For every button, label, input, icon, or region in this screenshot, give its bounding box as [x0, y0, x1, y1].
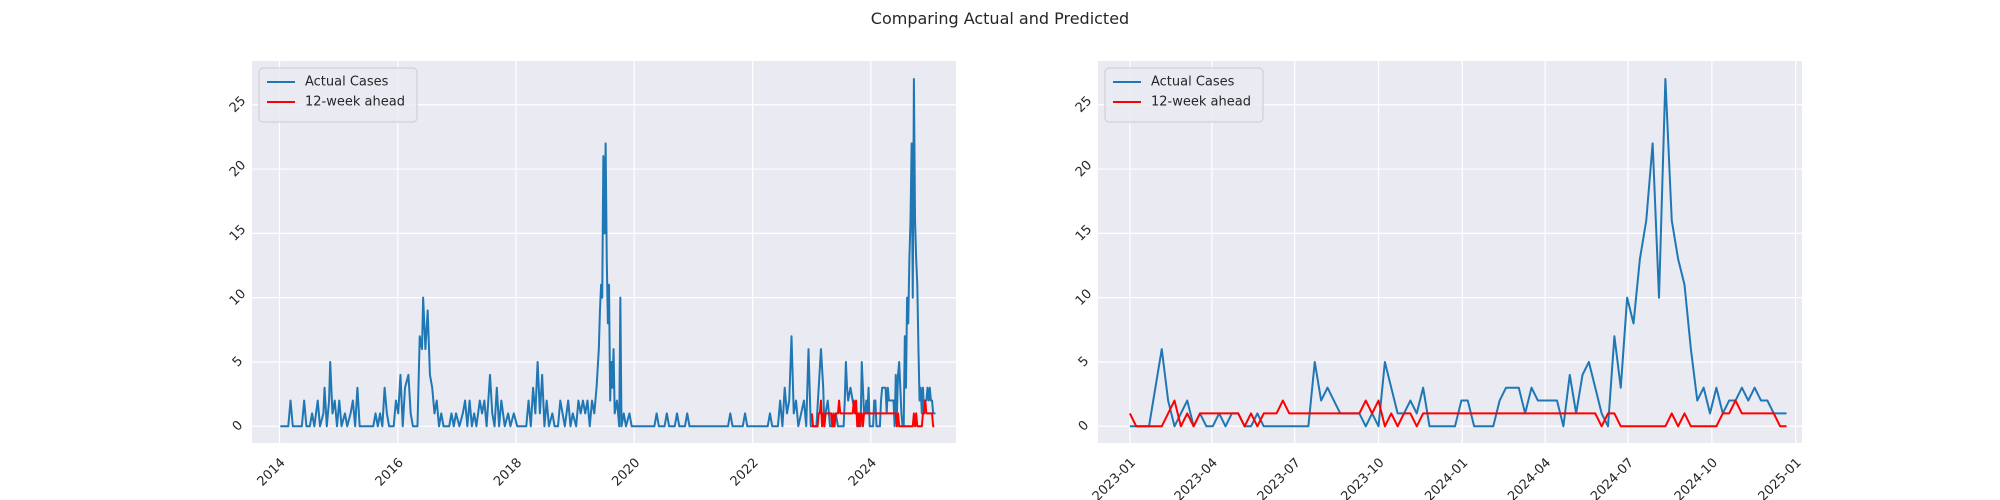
legend-label-12-week-ahead: 12-week ahead — [305, 95, 405, 110]
series-line-12-week-ahead — [1128, 399, 1787, 428]
left-chart: 2014 2016 2018 2020 2022 20240510152025Actual… — [227, 61, 956, 489]
legend-box — [258, 67, 418, 123]
legend: Actual Cases 12-week ahead — [1104, 67, 1264, 123]
legend-label-actual-cases: Actual Cases — [305, 75, 389, 90]
plot-area — [1098, 61, 1802, 443]
legend-label-12-week-ahead: 12-week ahead — [1151, 95, 1251, 110]
legend-label-actual-cases: Actual Cases — [1151, 75, 1235, 90]
figure-title: Comparing Actual and Predicted — [871, 9, 1129, 28]
right-chart: 2023-01 2023-04 2023-07 2023-10 2024-01 2024-… — [1073, 61, 1805, 500]
series-line-12-week-ahead — [810, 399, 935, 428]
plot-area — [252, 61, 956, 443]
series-line-actual-cases — [280, 78, 936, 428]
legend: Actual Cases 12-week ahead — [258, 67, 418, 123]
legend-box — [1104, 67, 1264, 123]
